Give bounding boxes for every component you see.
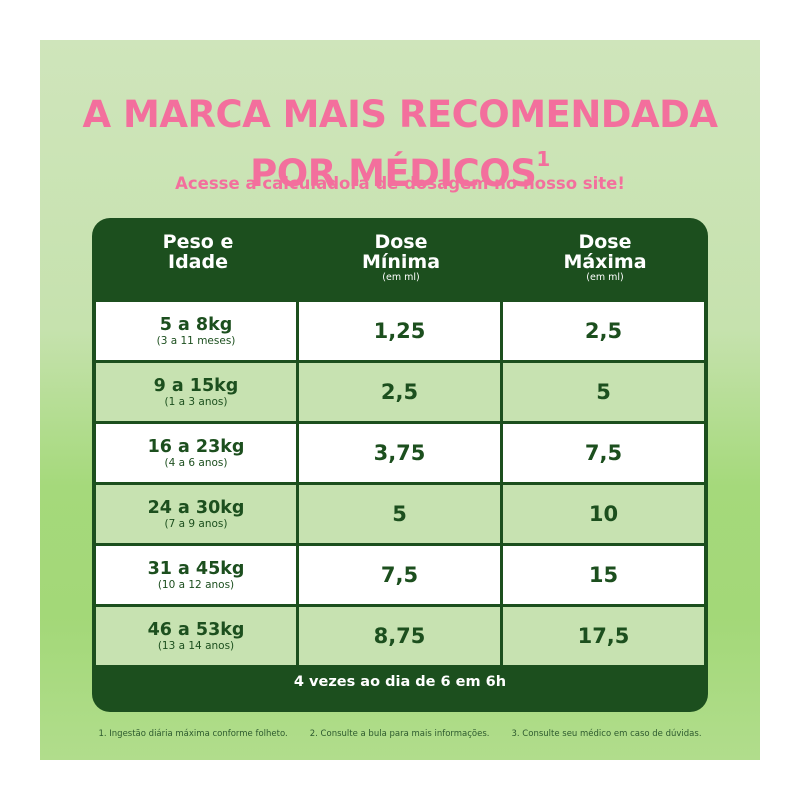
max-dose-cell: 15 xyxy=(503,546,704,604)
footnotes: 1. Ingestão diária máxima conforme folhe… xyxy=(40,729,760,739)
min-dose-cell: 1,25 xyxy=(299,302,500,360)
footnote-1: 1. Ingestão diária máxima conforme folhe… xyxy=(98,729,288,739)
min-dose-cell: 8,75 xyxy=(299,607,500,665)
weight-age-cell: 24 a 30kg (7 a 9 anos) xyxy=(96,485,296,543)
weight-age-cell: 46 a 53kg (13 a 14 anos) xyxy=(96,607,296,665)
weight-age-cell: 31 a 45kg (10 a 12 anos) xyxy=(96,546,296,604)
header-weight-age: Peso e Idade xyxy=(162,231,234,273)
table-row: 46 a 53kg (13 a 14 anos) 8,75 17,5 xyxy=(96,607,704,665)
footnote-marker: 1 xyxy=(536,147,550,171)
min-dose-cell: 5 xyxy=(299,485,500,543)
min-dose-cell: 3,75 xyxy=(299,424,500,482)
footnote-2: 2. Consulte a bula para mais informações… xyxy=(309,729,490,739)
max-dose-cell: 2,5 xyxy=(503,302,704,360)
frequency-note: 4 vezes ao dia de 6 em 6h xyxy=(293,674,507,690)
subheading: Acesse a calculadora de dosagem no nosso… xyxy=(175,174,625,193)
table-row: 9 a 15kg (1 a 3 anos) 2,5 5 xyxy=(96,363,704,421)
header-max-dose: Dose Máxima (em ml) xyxy=(503,232,707,283)
max-dose-cell: 7,5 xyxy=(503,424,704,482)
unit-label: (em ml) xyxy=(586,272,624,283)
table-row: 5 a 8kg (3 a 11 meses) 1,25 2,5 xyxy=(96,302,704,360)
min-dose-cell: 7,5 xyxy=(299,546,500,604)
table-row: 24 a 30kg (7 a 9 anos) 5 10 xyxy=(96,485,704,543)
weight-age-cell: 16 a 23kg (4 a 6 anos) xyxy=(96,424,296,482)
max-dose-cell: 17,5 xyxy=(503,607,704,665)
footnote-3: 3. Consulte seu médico em caso de dúvida… xyxy=(511,729,702,739)
dosage-table: Peso e Idade Dose Mínima (em ml) Dose Má… xyxy=(92,218,708,712)
header-min-dose: Dose Mínima (em ml) xyxy=(299,232,503,283)
headline: A MARCA MAIS RECOMENDADA POR MÉDICOS1 xyxy=(40,92,760,196)
min-dose-cell: 2,5 xyxy=(299,363,500,421)
headline-line-1: A MARCA MAIS RECOMENDADA xyxy=(82,93,718,136)
max-dose-cell: 5 xyxy=(503,363,704,421)
unit-label: (em ml) xyxy=(382,272,420,283)
headline-line-2: POR MÉDICOS1 xyxy=(250,147,550,195)
table-row: 31 a 45kg (10 a 12 anos) 7,5 15 xyxy=(96,546,704,604)
dosage-card: A MARCA MAIS RECOMENDADA POR MÉDICOS1 Ac… xyxy=(40,40,760,760)
max-dose-cell: 10 xyxy=(503,485,704,543)
table-row: 16 a 23kg (4 a 6 anos) 3,75 7,5 xyxy=(96,424,704,482)
weight-age-cell: 9 a 15kg (1 a 3 anos) xyxy=(96,363,296,421)
weight-age-cell: 5 a 8kg (3 a 11 meses) xyxy=(96,302,296,360)
